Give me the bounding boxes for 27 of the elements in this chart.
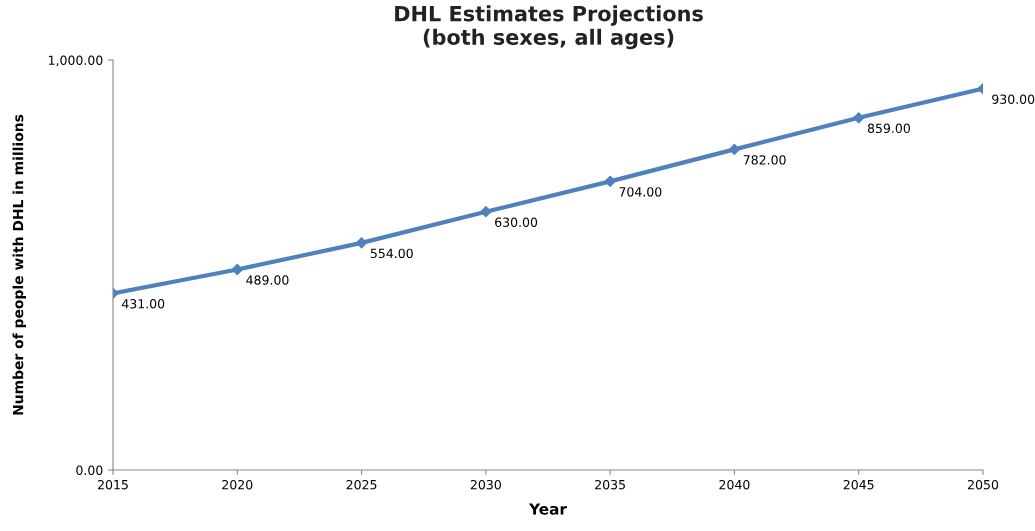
data-label: 930.00 xyxy=(992,94,1035,104)
x-axis-title: Year xyxy=(528,503,567,515)
data-label: 704.00 xyxy=(619,187,662,197)
point xyxy=(355,237,368,249)
point xyxy=(480,206,492,218)
x-tick-label: 2030 xyxy=(470,479,501,490)
y-tick-label: 1,000.00 xyxy=(48,55,103,67)
point xyxy=(853,112,865,124)
data-label: 489.00 xyxy=(246,275,289,285)
x-tick-label: 2025 xyxy=(346,479,377,490)
x-tick-label: 2015 xyxy=(98,479,128,490)
data-label: 630.00 xyxy=(495,217,538,227)
data-label: 859.00 xyxy=(867,123,910,134)
point xyxy=(231,263,243,276)
x-tick-label: 2020 xyxy=(222,479,253,490)
point xyxy=(728,143,741,155)
x-tick-label: 2035 xyxy=(595,479,625,490)
y-tick-label: 0.00 xyxy=(76,465,103,475)
data-label: 554.00 xyxy=(370,248,413,259)
y-axis-title: Number of people with DHL in millions xyxy=(12,114,26,415)
data-label: 782.00 xyxy=(743,155,786,165)
chart-title: DHL Estimates Projections (both sexes, all ages) xyxy=(395,5,703,50)
data-label: 431.00 xyxy=(121,299,165,309)
point xyxy=(604,175,616,187)
x-tick-label: 2045 xyxy=(843,479,874,490)
x-tick-label: 2040 xyxy=(719,479,750,490)
x-tick-label: 2050 xyxy=(968,479,999,490)
